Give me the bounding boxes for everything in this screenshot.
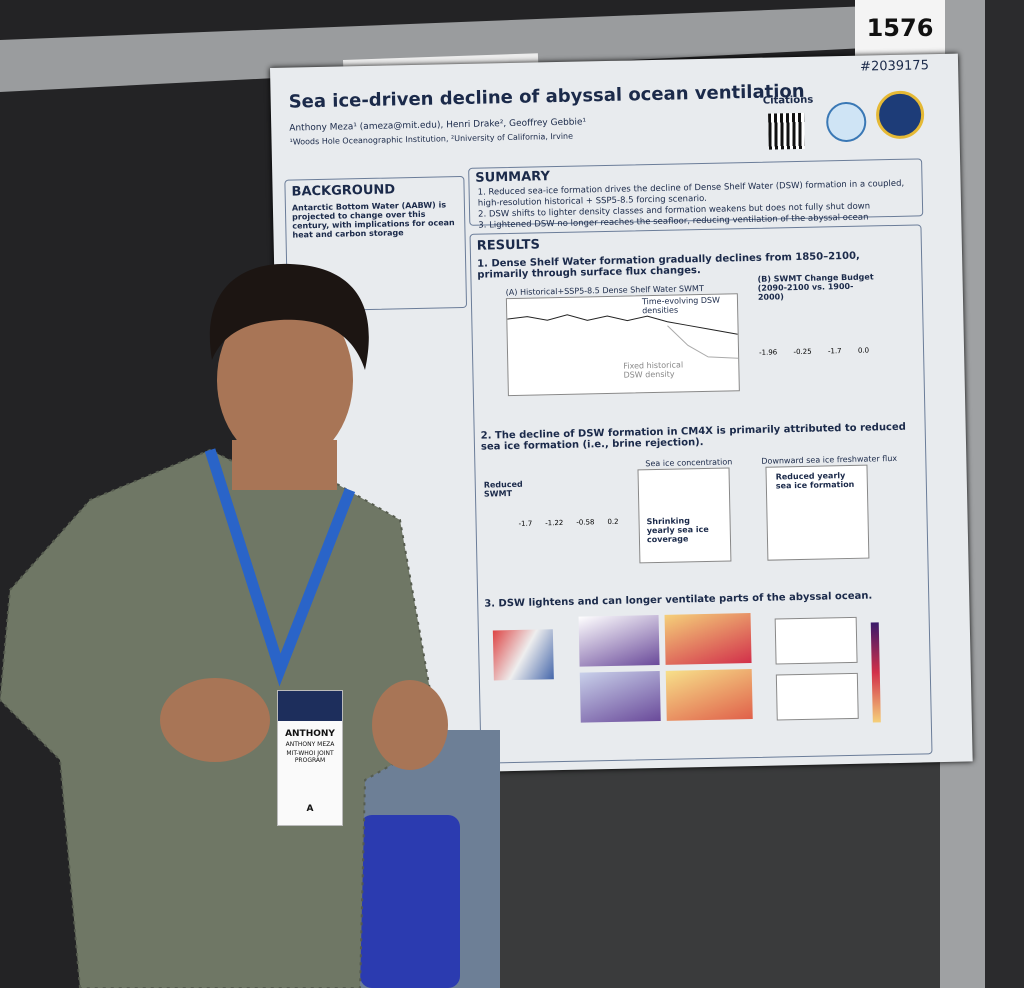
badge-category: A <box>306 804 314 814</box>
floor <box>460 740 940 988</box>
hair <box>209 263 369 370</box>
trace <box>507 314 738 335</box>
frame-beam <box>0 0 1024 92</box>
poster: Sea ice-driven decline of abyssal ocean … <box>270 53 973 776</box>
neck <box>232 440 337 490</box>
face <box>217 295 353 465</box>
plot <box>505 293 740 397</box>
chair <box>360 815 460 988</box>
results-box: RESULTS 1. Dense Shelf Water formation g… <box>469 224 933 764</box>
plaid <box>0 448 432 988</box>
badge-full-name: ANTHONY MEZA <box>285 741 335 748</box>
badge-program: MIT-WHOI JOINT PROGRAM <box>286 750 334 764</box>
plot-line <box>507 314 739 359</box>
board-number: 1576 <box>867 14 934 42</box>
hall-right <box>985 0 1024 988</box>
badge-header <box>278 691 342 721</box>
lanyard <box>204 448 356 687</box>
hand <box>372 680 448 770</box>
badge-first-name: ANTHONY <box>285 729 335 739</box>
name-badge: ANTHONY ANTHONY MEZA MIT-WHOI JOINT PROG… <box>277 690 343 826</box>
trace <box>667 325 739 359</box>
hand <box>160 678 270 762</box>
